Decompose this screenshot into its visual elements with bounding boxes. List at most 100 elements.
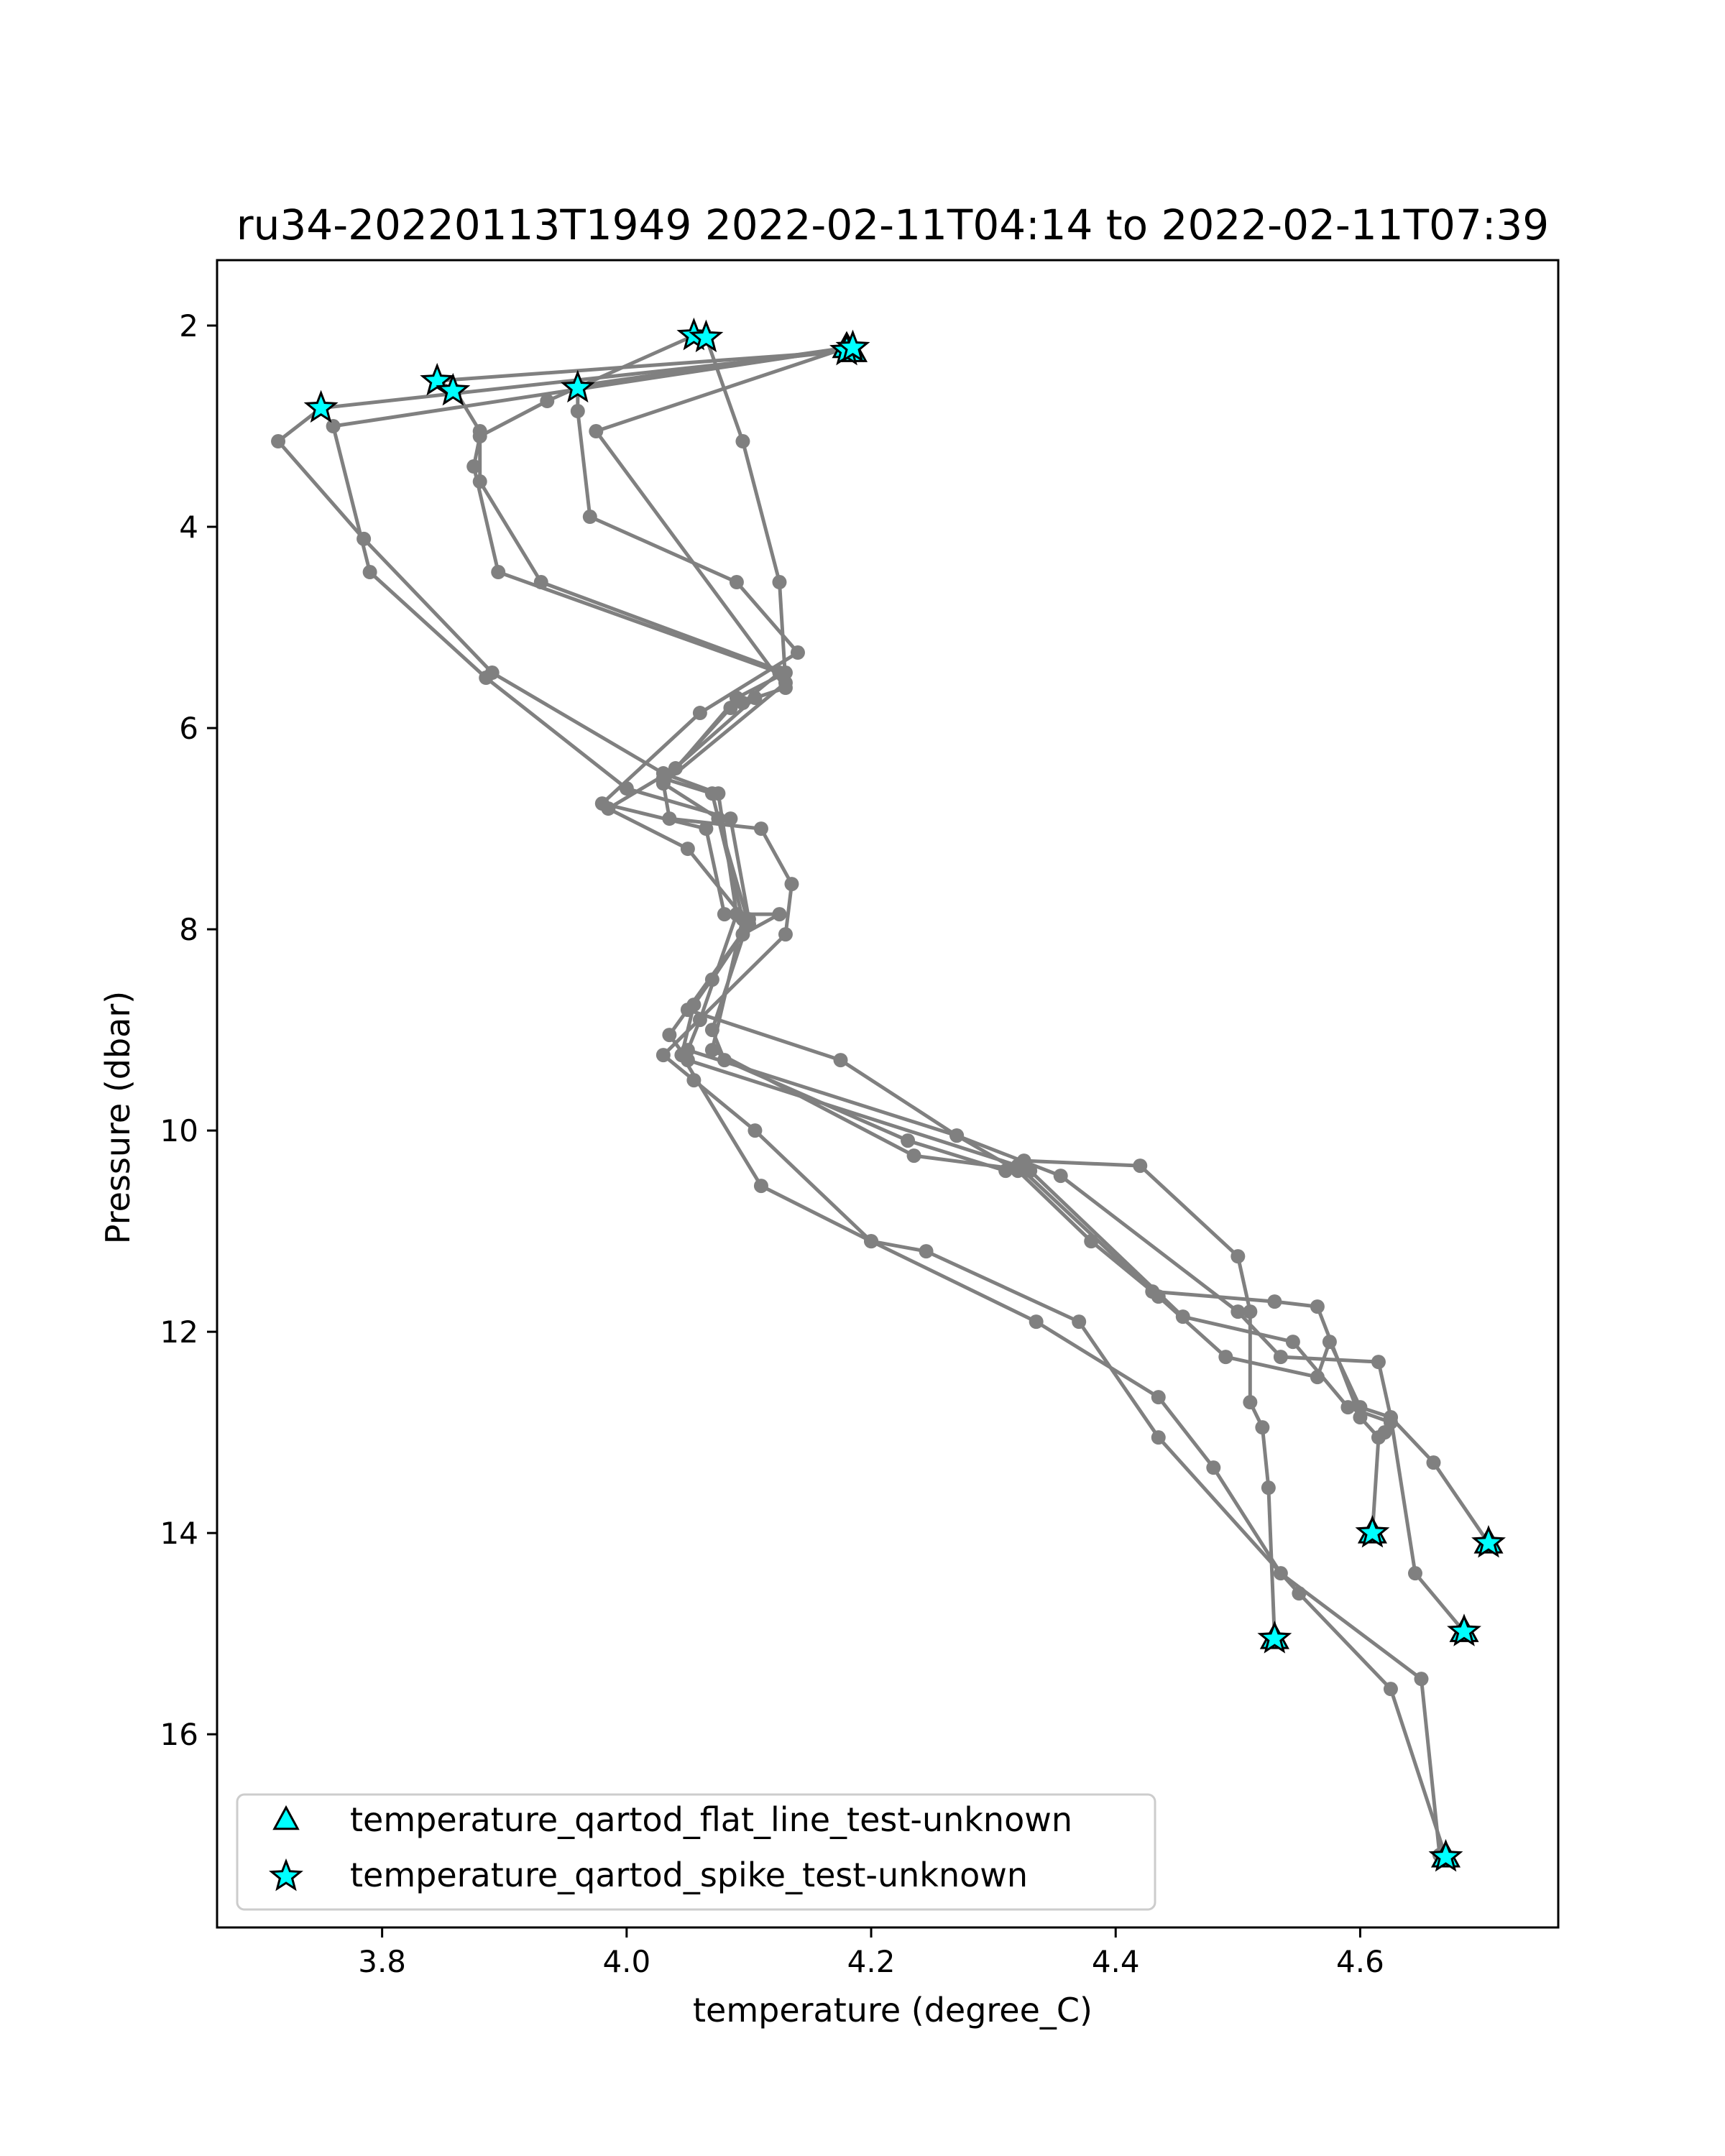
profile-point-0-14 [1218, 1350, 1233, 1365]
profile-point-2-17 [1310, 1299, 1325, 1314]
profile-point-5-3 [472, 424, 487, 439]
profile-point-3-11 [748, 1123, 763, 1138]
spike-flag-6 [560, 369, 595, 403]
profile-point-5-15 [1053, 1169, 1068, 1184]
profile-point-3-7 [784, 877, 799, 892]
spike-flag-1 [689, 319, 724, 353]
profile-point-3-15 [1206, 1460, 1221, 1475]
profile-point-3-6 [753, 821, 768, 837]
profile-point-1-17 [1261, 1480, 1276, 1496]
legend-label-spike: temperature_qartod_spike_test-unknown [350, 1856, 1028, 1894]
x-tick-label-2: 4.2 [847, 1944, 896, 1979]
profile-point-2-10 [680, 842, 695, 857]
spike-flag-3 [835, 329, 870, 363]
y-tick-label-6: 14 [160, 1516, 198, 1551]
profile-point-4-18 [1151, 1430, 1166, 1445]
profile-point-3-8 [778, 927, 793, 942]
profile-point-3-14 [1151, 1390, 1166, 1405]
profile-point-3-9 [656, 1048, 671, 1063]
spike-flag-12 [1428, 1838, 1463, 1872]
profile-point-6-4 [656, 771, 671, 786]
profile-point-2-3 [466, 459, 482, 474]
x-tick-label-0: 3.8 [358, 1944, 406, 1979]
profile-point-4-10 [772, 907, 787, 922]
profile-point-1-13 [1230, 1249, 1246, 1264]
profile-point-0-2 [271, 434, 286, 449]
plot-frame [216, 259, 1560, 1929]
y-tick-label-2: 6 [179, 711, 198, 746]
profile-point-1-16 [1255, 1420, 1270, 1435]
profile-point-4-19 [1292, 1586, 1307, 1601]
profile-point-4-16 [919, 1244, 934, 1259]
profile-point-5-6 [778, 665, 793, 681]
profile-line-5 [435, 349, 1491, 1544]
profile-point-1-5 [723, 811, 738, 826]
profile-point-4-3 [582, 510, 597, 525]
y-tick-label-5: 12 [160, 1314, 198, 1350]
profile-point-6-10 [1175, 1309, 1190, 1325]
profile-point-5-20 [1426, 1455, 1441, 1470]
y-tick-label-4: 10 [160, 1113, 198, 1148]
profile-point-6-14 [1377, 1425, 1392, 1440]
profile-point-6-1 [589, 424, 604, 439]
profile-line-4 [576, 346, 1448, 1858]
profile-point-6-12 [1340, 1400, 1356, 1415]
profile-point-6-8 [906, 1148, 921, 1164]
x-tick-label-1: 4.0 [602, 1944, 650, 1979]
y-tick-label-7: 16 [160, 1717, 198, 1752]
profile-point-3-2 [772, 575, 787, 590]
profile-point-5-16 [1230, 1304, 1246, 1319]
x-tick-label-4: 4.6 [1336, 1944, 1384, 1979]
profile-point-5-17 [1273, 1350, 1288, 1365]
spike-flag-11 [1257, 1621, 1292, 1654]
legend-star-shape [269, 1858, 303, 1892]
profile-point-6-9 [1023, 1164, 1038, 1179]
profile-point-4-6 [692, 706, 707, 721]
profile-point-4-17 [1072, 1314, 1087, 1330]
profile-point-2-15 [1145, 1284, 1160, 1299]
profile-point-4-15 [864, 1234, 879, 1249]
spike-flag-8 [1355, 1515, 1390, 1548]
profile-point-1-1 [326, 419, 341, 434]
profile-point-5-13 [833, 1053, 848, 1068]
profile-point-2-16 [1267, 1294, 1282, 1309]
profile-point-3-17 [1414, 1672, 1429, 1687]
profile-point-2-12 [662, 1028, 677, 1043]
profile-point-2-1 [540, 394, 555, 409]
profile-point-4-5 [790, 645, 805, 660]
profile-point-1-15 [1243, 1395, 1258, 1410]
y-axis-label: Pressure (dbar) [98, 991, 137, 1244]
spike-flag-7 [303, 390, 339, 423]
legend-label-flat-line: temperature_qartod_flat_line_test-unknow… [350, 1800, 1072, 1839]
spike-flag-5 [436, 372, 471, 406]
profile-point-3-13 [1029, 1314, 1044, 1330]
profile-point-4-7 [594, 796, 610, 811]
spike-flag-4 [420, 362, 455, 396]
y-tick-label-1: 4 [179, 510, 198, 545]
chart-title: ru34-20220113T1949 2022-02-11T04:14 to 2… [236, 201, 1549, 249]
x-axis-label: temperature (degree_C) [693, 1991, 1092, 2030]
profile-point-6-5 [704, 786, 719, 801]
profile-point-5-5 [533, 575, 548, 590]
profile-point-4-14 [753, 1179, 768, 1194]
profile-point-5-18 [1371, 1355, 1386, 1370]
spike-flag-9 [1471, 1525, 1506, 1558]
y-tick-label-3: 8 [179, 912, 198, 947]
plot-area [216, 259, 1560, 1929]
profile-point-6-11 [1285, 1335, 1300, 1350]
profile-point-2-4 [491, 565, 506, 580]
profile-point-1-3 [479, 671, 494, 686]
profile-point-4-2 [570, 404, 585, 419]
legend-triangle-shape [272, 1805, 300, 1830]
profile-point-6-2 [778, 681, 793, 696]
legend: temperature_qartod_flat_line_test-unknow… [236, 1793, 1156, 1911]
profile-point-6-6 [735, 912, 750, 927]
profile-point-5-12 [680, 1003, 695, 1018]
profile-point-5-11 [704, 972, 719, 987]
profile-point-4-4 [729, 575, 744, 590]
profile-point-1-14 [1243, 1304, 1258, 1319]
profile-point-1-9 [901, 1133, 916, 1148]
profile-point-6-7 [704, 1043, 719, 1058]
profile-point-4-8 [699, 821, 714, 837]
